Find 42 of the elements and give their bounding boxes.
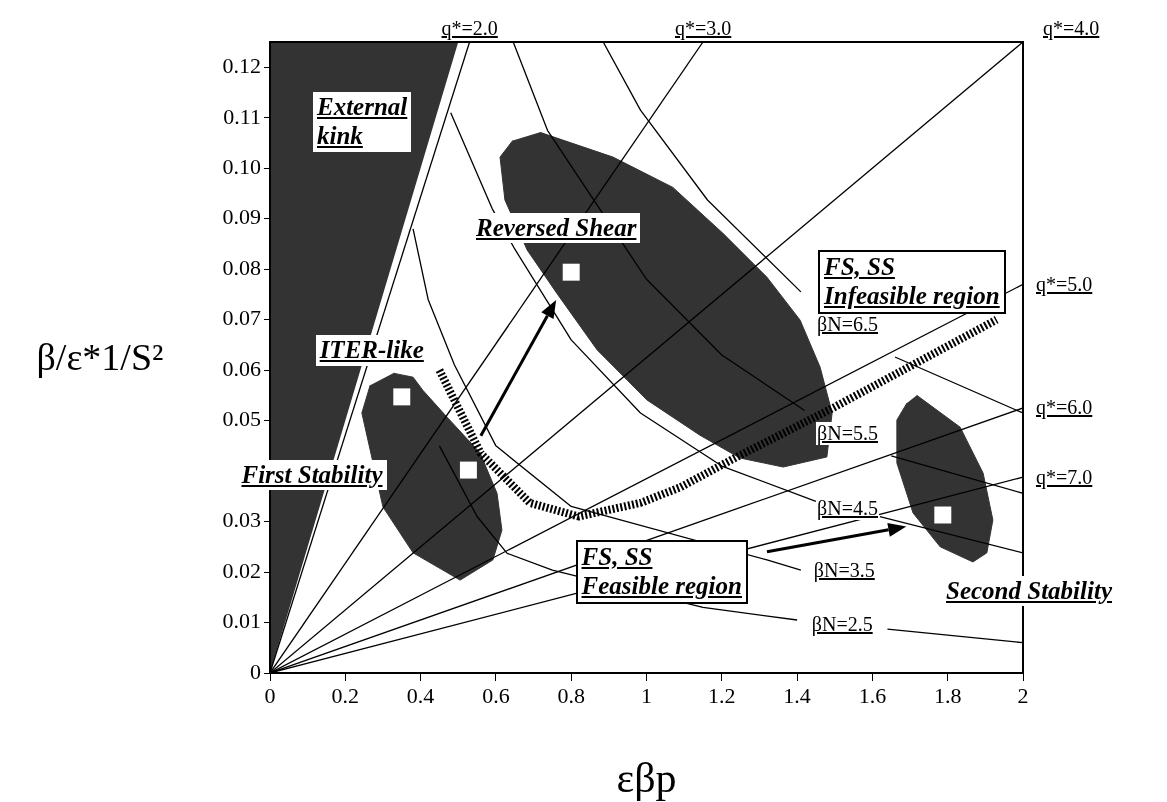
x-tick-label: 0.4 bbox=[406, 682, 435, 708]
annotation: FS, SS Infeasible region bbox=[824, 253, 1000, 311]
y-tick-label: 0.07 bbox=[222, 305, 261, 331]
annotation: FS, SS Feasible region bbox=[581, 543, 742, 601]
y-tick-label: 0.03 bbox=[222, 507, 261, 533]
series-label: βN=3.5 bbox=[812, 558, 876, 582]
x-tick-label: 2 bbox=[1017, 682, 1029, 708]
series-label: q*=4.0 bbox=[1042, 17, 1101, 40]
x-tick-label: 0.6 bbox=[482, 682, 510, 708]
annotation: First Stability bbox=[241, 460, 383, 490]
x-tick-label: 0.2 bbox=[331, 682, 360, 708]
y-tick-label: 0.06 bbox=[222, 355, 261, 381]
y-tick-label: 0 bbox=[250, 658, 261, 684]
series-label: q*=2.0 bbox=[440, 17, 499, 40]
x-tick-label: 1.8 bbox=[933, 682, 962, 708]
y-tick-label: 0.02 bbox=[222, 557, 261, 583]
series-label: q*=5.0 bbox=[1035, 272, 1094, 296]
series-label: q*=7.0 bbox=[1035, 465, 1094, 489]
annotation: External kink bbox=[317, 93, 408, 151]
x-tick-label: 1 bbox=[641, 682, 652, 708]
series-label: βN=6.5 bbox=[816, 312, 879, 336]
x-axis-title: εβp bbox=[616, 754, 677, 802]
y-tick-label: 0.08 bbox=[222, 254, 261, 280]
x-tick-label: 0.8 bbox=[557, 682, 585, 708]
x-tick-label: 1.4 bbox=[783, 682, 811, 708]
x-tick-label: 1.2 bbox=[708, 682, 736, 708]
series-label: βN=2.5 bbox=[810, 613, 874, 637]
y-axis-title: β/ε*1/S² bbox=[36, 335, 164, 380]
x-tick-label: 1.6 bbox=[858, 682, 887, 708]
y-tick-label: 0.01 bbox=[222, 608, 261, 634]
series-label: βN=4.5 bbox=[816, 497, 879, 521]
series-label: q*=3.0 bbox=[673, 17, 733, 40]
series-label: βN=5.5 bbox=[816, 421, 879, 445]
annotation: Reversed Shear bbox=[476, 213, 637, 243]
y-tick-label: 0.11 bbox=[223, 103, 261, 129]
y-tick-label: 0.10 bbox=[222, 153, 261, 179]
annotation: ITER-like bbox=[319, 336, 424, 366]
y-tick-label: 0.05 bbox=[222, 406, 261, 432]
y-tick-label: 0.09 bbox=[222, 204, 261, 230]
y-tick-label: 0.12 bbox=[222, 53, 261, 79]
series-label: q*=6.0 bbox=[1035, 396, 1094, 420]
annotation: Second Stability bbox=[946, 576, 1112, 606]
